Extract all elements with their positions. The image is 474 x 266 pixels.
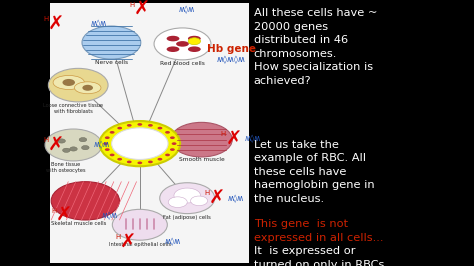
Circle shape bbox=[58, 139, 65, 143]
Circle shape bbox=[100, 121, 180, 166]
Circle shape bbox=[157, 127, 163, 130]
Ellipse shape bbox=[166, 47, 179, 52]
Text: Intestinal epithelial cells: Intestinal epithelial cells bbox=[109, 242, 171, 247]
Text: ✗: ✗ bbox=[209, 189, 225, 208]
Text: ʍ◊ʍ: ʍ◊ʍ bbox=[94, 140, 110, 149]
Circle shape bbox=[172, 142, 176, 145]
Text: Let us take the
example of RBC. All
these cells have
haemoglobin gene in
the nuc: Let us take the example of RBC. All thes… bbox=[254, 140, 374, 204]
Text: ʍ◊ʍ: ʍ◊ʍ bbox=[179, 5, 195, 14]
Text: Nerve cells: Nerve cells bbox=[95, 60, 128, 65]
Text: H: H bbox=[43, 16, 48, 22]
Text: ✗: ✗ bbox=[226, 129, 242, 148]
FancyBboxPatch shape bbox=[50, 3, 249, 263]
Circle shape bbox=[127, 161, 132, 163]
Text: ✗: ✗ bbox=[48, 14, 64, 34]
Ellipse shape bbox=[188, 47, 201, 52]
Circle shape bbox=[168, 197, 187, 207]
Circle shape bbox=[117, 127, 122, 130]
Text: ✗: ✗ bbox=[134, 0, 150, 19]
Ellipse shape bbox=[51, 182, 119, 220]
Circle shape bbox=[109, 153, 115, 156]
Circle shape bbox=[170, 136, 175, 139]
Circle shape bbox=[148, 124, 153, 127]
Circle shape bbox=[70, 147, 77, 151]
Ellipse shape bbox=[48, 68, 108, 102]
Circle shape bbox=[105, 136, 109, 139]
Circle shape bbox=[157, 158, 163, 161]
Circle shape bbox=[103, 142, 108, 145]
Text: Fat (adipose) cells: Fat (adipose) cells bbox=[163, 215, 211, 220]
Circle shape bbox=[79, 138, 87, 142]
Ellipse shape bbox=[188, 36, 201, 41]
Text: This gene  is not
expressed in all cells...: This gene is not expressed in all cells.… bbox=[254, 219, 383, 243]
Circle shape bbox=[63, 148, 70, 152]
Text: H: H bbox=[43, 137, 48, 143]
Text: ʍ◊ʍ: ʍ◊ʍ bbox=[228, 194, 244, 203]
Ellipse shape bbox=[160, 183, 215, 214]
Text: H: H bbox=[115, 234, 120, 240]
Text: Red blood cells: Red blood cells bbox=[160, 61, 205, 66]
Ellipse shape bbox=[53, 76, 84, 89]
Text: ✗: ✗ bbox=[48, 135, 64, 155]
Text: H: H bbox=[51, 208, 56, 214]
Text: H: H bbox=[129, 2, 135, 7]
Text: Hb gene: Hb gene bbox=[207, 44, 256, 54]
Ellipse shape bbox=[166, 36, 179, 41]
Circle shape bbox=[82, 85, 93, 91]
Ellipse shape bbox=[45, 129, 102, 161]
Circle shape bbox=[165, 131, 170, 134]
Text: All these cells have ~
20000 genes
distributed in 46
chromosomes.
How specializa: All these cells have ~ 20000 genes distr… bbox=[254, 8, 377, 86]
Text: ʍ◊ʍ: ʍ◊ʍ bbox=[245, 134, 261, 143]
Ellipse shape bbox=[74, 82, 101, 94]
Circle shape bbox=[63, 79, 75, 86]
Text: ʍ◊ʍ: ʍ◊ʍ bbox=[102, 211, 118, 220]
Text: ʍ◊ʍ◊ʍ: ʍ◊ʍ◊ʍ bbox=[217, 55, 246, 64]
Text: ʍ◊ʍ: ʍ◊ʍ bbox=[165, 238, 181, 247]
Text: It  is expressed or
turned on only in RBCs
where it has a role..: It is expressed or turned on only in RBC… bbox=[254, 246, 384, 266]
Circle shape bbox=[148, 161, 153, 163]
Text: Skeletal muscle cells: Skeletal muscle cells bbox=[51, 221, 106, 226]
Text: Smooth muscle: Smooth muscle bbox=[179, 157, 224, 163]
Circle shape bbox=[174, 188, 201, 203]
Circle shape bbox=[188, 38, 201, 45]
Circle shape bbox=[165, 153, 170, 156]
Text: Loose connective tissue
with fibroblasts: Loose connective tissue with fibroblasts bbox=[44, 103, 103, 114]
Text: H: H bbox=[220, 131, 226, 137]
Text: Bone tissue
with osteocytes: Bone tissue with osteocytes bbox=[46, 162, 85, 173]
Ellipse shape bbox=[112, 209, 167, 240]
Text: ✗: ✗ bbox=[120, 232, 136, 252]
Circle shape bbox=[170, 148, 175, 151]
Text: ✗: ✗ bbox=[56, 206, 72, 225]
Text: H: H bbox=[204, 190, 210, 196]
Ellipse shape bbox=[171, 122, 232, 157]
Circle shape bbox=[127, 124, 132, 127]
Circle shape bbox=[117, 158, 122, 161]
Circle shape bbox=[105, 148, 109, 151]
Ellipse shape bbox=[154, 28, 211, 60]
Circle shape bbox=[82, 146, 89, 150]
Circle shape bbox=[111, 128, 168, 160]
Ellipse shape bbox=[82, 26, 141, 59]
Circle shape bbox=[137, 161, 142, 164]
Circle shape bbox=[137, 123, 142, 126]
Ellipse shape bbox=[176, 41, 189, 47]
Circle shape bbox=[109, 131, 115, 134]
Text: ʍ◊ʍ: ʍ◊ʍ bbox=[91, 19, 107, 28]
Circle shape bbox=[191, 196, 208, 206]
